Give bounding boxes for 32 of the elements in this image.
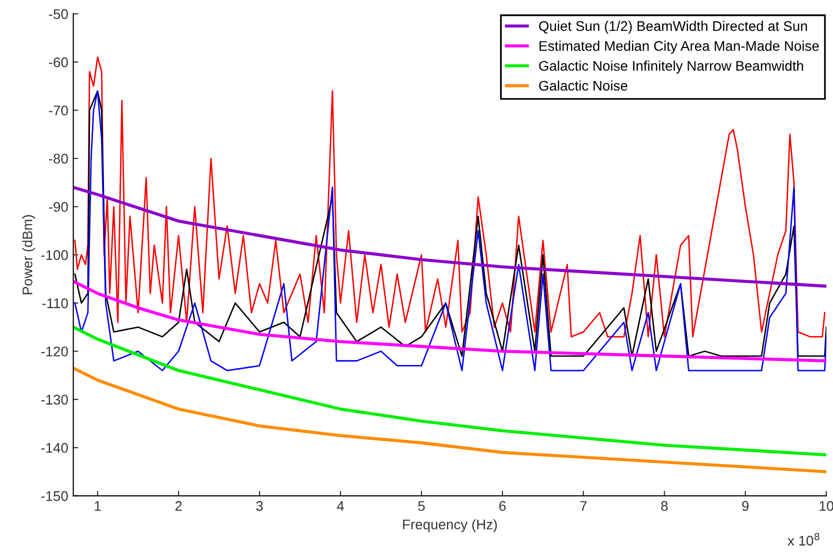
x-tick-label: 1 <box>94 501 101 511</box>
text: x 10$^{8}$ <box>788 532 820 546</box>
y-tick-label: -80 <box>48 154 68 164</box>
line-series <box>73 326 826 456</box>
legend-label: Galactic Noise <box>539 80 628 91</box>
x-tick-label: 2 <box>175 501 182 511</box>
y-tick-label: -110 <box>42 298 68 308</box>
line-series <box>73 366 826 474</box>
y-tick-label: -50 <box>48 9 68 20</box>
x-tick-label: 8 <box>661 501 668 511</box>
y-tick-label: -150 <box>41 491 68 501</box>
y-axis-title: Power (dBm) <box>22 215 36 294</box>
y-tick-label: -140 <box>41 442 68 453</box>
legend-label: Galactic Noise Infinitely Narrow Beamwidth <box>539 60 804 74</box>
y-tick-label: -130 <box>41 394 68 405</box>
y-tick-label: -70 <box>48 106 68 116</box>
x-tick-label: 5 <box>418 501 425 511</box>
line-series <box>73 280 826 362</box>
legend-label: Estimated Median City Area Man-Made Noise <box>540 40 819 54</box>
line-series <box>74 56 826 338</box>
y-tick-label: -90 <box>48 202 68 212</box>
x-tick-label: 6 <box>499 501 506 511</box>
x-tick-label: 3 <box>256 501 263 511</box>
x-tick-label: 9 <box>742 501 749 511</box>
line-series <box>73 186 826 288</box>
y-tick-label: -120 <box>41 346 68 356</box>
y-tick-label: -100 <box>41 250 68 260</box>
x-axis-title: Frequency (Hz) <box>403 519 497 532</box>
x-tick-label: 4 <box>336 501 344 511</box>
y-tick-label: -60 <box>48 57 68 68</box>
legend-label: Quiet Sun (1/2) BeamWidth Directed at Sun <box>539 20 807 34</box>
x-tick-label: 7 <box>580 501 587 511</box>
